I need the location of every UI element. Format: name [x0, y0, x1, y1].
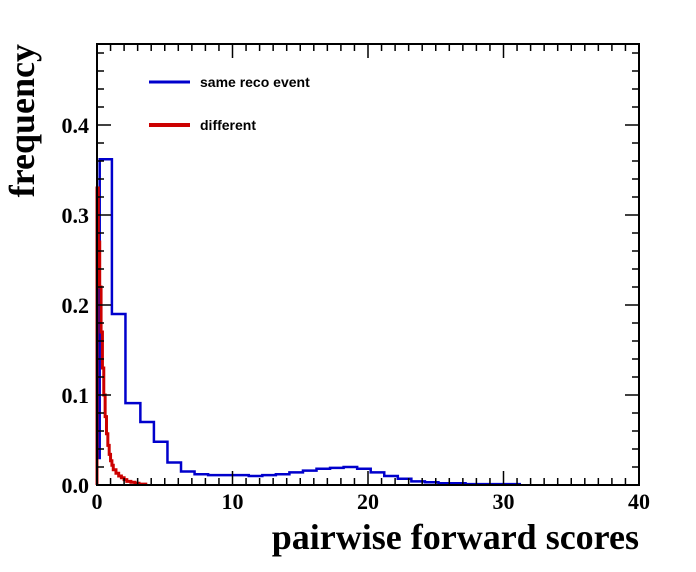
y-tick-label: 0.1: [62, 383, 90, 408]
x-tick-label: 40: [628, 489, 650, 514]
x-tick-label: 20: [357, 489, 379, 514]
series-1-histogram: [95, 186, 148, 486]
legend-label-0: same reco event: [200, 74, 310, 90]
x-tick-label: 10: [222, 489, 244, 514]
x-axis-title: pairwise forward scores: [272, 517, 639, 557]
series-layer: [95, 157, 522, 486]
x-tick-label: 30: [493, 489, 515, 514]
y-tick-label: 0.0: [62, 473, 90, 498]
ticks-layer: [96, 44, 640, 486]
y-tick-labels: 0.0 0.1 0.2 0.3 0.4: [62, 113, 90, 498]
legend-label-1: different: [200, 117, 256, 133]
y-axis-title: frequency: [2, 44, 42, 197]
series-0-histogram: [95, 157, 522, 486]
x-tick-labels: 0 10 20 30 40: [92, 489, 651, 514]
y-tick-label: 0.3: [62, 203, 90, 228]
x-tick-label: 0: [92, 489, 103, 514]
legend: same reco event different: [149, 74, 310, 133]
y-tick-label: 0.2: [62, 293, 90, 318]
y-tick-label: 0.4: [62, 113, 90, 138]
plot-frame: [96, 43, 640, 486]
